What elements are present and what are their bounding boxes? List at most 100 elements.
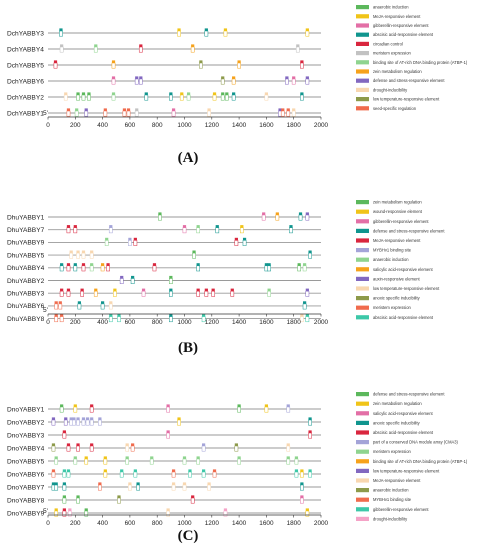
cis-element-marker xyxy=(81,92,86,95)
cis-element-marker xyxy=(60,314,64,317)
legend-swatch xyxy=(356,209,369,214)
axis-tick-label: 1600 xyxy=(259,122,274,129)
cis-element-marker xyxy=(286,108,290,111)
cis-element-marker xyxy=(90,417,94,420)
cis-element-marker xyxy=(111,76,116,79)
cis-element-stem xyxy=(77,303,82,310)
cis-element-marker xyxy=(62,469,66,472)
legend-swatch xyxy=(356,468,369,473)
cis-element-marker xyxy=(60,263,64,266)
cis-element-marker xyxy=(199,60,203,63)
cis-element-stem xyxy=(98,484,102,491)
cis-element-stem xyxy=(182,484,187,491)
cis-element-stem xyxy=(128,484,132,491)
cis-element-stem xyxy=(207,110,211,117)
cis-element-stem xyxy=(144,94,149,101)
cis-element-stem xyxy=(212,471,217,478)
cis-element-stem xyxy=(85,419,90,426)
cis-element-marker xyxy=(94,288,98,292)
cis-element-marker xyxy=(90,250,94,254)
cis-element-stem xyxy=(286,406,291,413)
cis-element-marker xyxy=(103,456,107,459)
cis-element-marker xyxy=(126,108,131,111)
cis-element-marker xyxy=(292,76,296,79)
cis-element-marker xyxy=(212,92,217,95)
cis-element-marker xyxy=(191,44,195,47)
cis-element-stem xyxy=(149,458,154,465)
cis-element-stem xyxy=(138,78,143,85)
cis-element-stem xyxy=(261,214,266,221)
legend-swatch xyxy=(356,248,369,253)
cis-element-stem xyxy=(188,471,192,478)
cis-element-stem xyxy=(201,471,206,478)
cis-element-stem xyxy=(130,278,135,284)
cis-element-stem xyxy=(207,484,211,491)
cis-element-marker xyxy=(69,417,73,420)
cis-element-marker xyxy=(73,225,77,228)
axis-tick-label: 200 xyxy=(70,520,81,527)
legend-swatch xyxy=(356,60,369,65)
legend-label: abscisic acid-responsive element xyxy=(373,315,434,320)
cis-element-stem xyxy=(204,290,209,297)
cis-element-marker xyxy=(182,456,187,459)
cis-element-stem xyxy=(297,265,302,272)
cis-element-stem xyxy=(66,110,71,117)
axis-tick-label: 600 xyxy=(125,319,136,326)
cis-element-marker xyxy=(73,456,77,459)
cis-element-stem xyxy=(300,316,304,323)
cis-element-marker xyxy=(84,108,88,111)
cis-element-stem xyxy=(62,432,67,439)
cis-element-stem xyxy=(103,471,108,478)
cis-element-stem xyxy=(73,265,78,272)
gene-label: DnoYABBY4 xyxy=(7,445,45,452)
axis-tick-label: 0 xyxy=(46,520,50,527)
cis-element-marker xyxy=(169,288,173,292)
cis-element-stem xyxy=(308,471,312,478)
legend-swatch xyxy=(356,449,369,454)
legend-label: MYBHv1 binding site xyxy=(373,497,412,502)
axis-tick-label: 400 xyxy=(97,122,108,129)
axis-tick-label: 1800 xyxy=(287,520,302,527)
axis-tick-label: 1600 xyxy=(259,520,274,527)
axis-tick-label: 1000 xyxy=(177,319,192,326)
cis-element-marker xyxy=(106,263,110,266)
legend-label: salicylic acid-responsive element xyxy=(373,267,433,272)
cis-element-marker xyxy=(51,469,56,472)
cis-element-marker xyxy=(51,417,56,420)
cis-element-stem xyxy=(201,316,206,323)
cis-element-marker xyxy=(223,28,228,31)
cis-element-stem xyxy=(237,406,241,413)
axis-tick-label: 1000 xyxy=(177,122,192,129)
cis-element-stem xyxy=(234,240,239,246)
cis-element-stem xyxy=(81,94,86,101)
legend-swatch xyxy=(356,478,369,483)
cis-element-marker xyxy=(87,92,91,95)
cis-element-marker xyxy=(305,28,309,31)
cis-element-marker xyxy=(64,92,68,95)
cis-element-marker xyxy=(103,108,107,111)
cis-element-marker xyxy=(128,237,132,241)
cis-element-marker xyxy=(90,404,94,407)
legend-swatch xyxy=(356,430,369,435)
cis-element-stem xyxy=(73,227,78,234)
legend-swatch xyxy=(356,106,369,111)
cis-element-stem xyxy=(190,497,195,504)
cis-element-marker xyxy=(131,443,135,446)
cis-element-stem xyxy=(122,110,127,117)
cis-element-stem xyxy=(280,110,285,117)
cis-element-stem xyxy=(196,265,201,272)
cis-element-stem xyxy=(171,484,176,491)
cis-element-stem xyxy=(177,419,181,426)
cis-element-stem xyxy=(81,252,86,259)
axis-tick-label: 1400 xyxy=(232,122,247,129)
cis-element-marker xyxy=(69,250,73,254)
cis-element-marker xyxy=(94,44,98,47)
cis-element-marker xyxy=(125,443,129,446)
cis-element-marker xyxy=(66,263,71,266)
cis-element-marker xyxy=(237,456,241,459)
legend-swatch xyxy=(356,488,369,493)
cis-element-marker xyxy=(285,76,289,79)
cis-element-marker xyxy=(278,108,282,111)
cis-element-marker xyxy=(51,482,56,485)
